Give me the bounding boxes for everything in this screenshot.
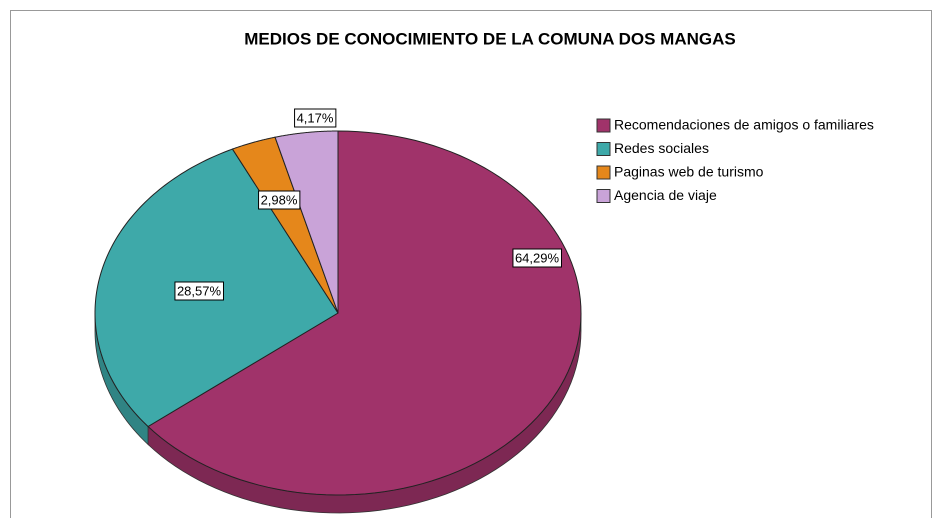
chart-title: MEDIOS DE CONOCIMIENTO DE LA COMUNA DOS … [244, 29, 735, 48]
chart-frame [10, 10, 932, 518]
value-label-box [174, 281, 224, 301]
legend-text: Agencia de viaje [614, 187, 717, 203]
legend-swatch [596, 165, 611, 180]
value-label-box [512, 248, 562, 268]
legend-swatch [596, 118, 611, 133]
value-label: 2,98% [261, 192, 298, 207]
legend-text: Paginas web de turismo [614, 164, 764, 180]
value-label: 4,17% [297, 110, 334, 125]
value-label-box [258, 190, 301, 210]
legend-text: Recomendaciones de amigos o familiares [614, 117, 874, 133]
slice [274, 130, 339, 314]
slice [147, 130, 582, 496]
value-label: 64,29% [515, 250, 560, 265]
value-label-box [294, 108, 337, 128]
value-label: 28,57% [177, 283, 222, 298]
slice [231, 136, 339, 314]
legend-text: Redes sociales [614, 140, 709, 156]
legend-swatch [596, 189, 611, 203]
legend-swatch [596, 142, 611, 156]
